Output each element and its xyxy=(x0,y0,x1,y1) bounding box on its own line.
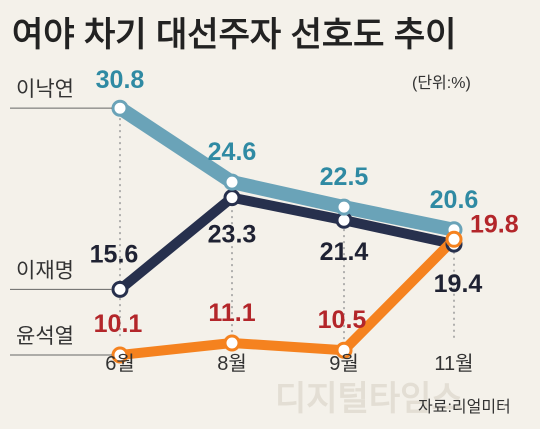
data-label: 22.5 xyxy=(320,163,369,191)
series-line-0 xyxy=(113,101,461,237)
data-label: 10.5 xyxy=(318,306,367,334)
x-tick-label: 11월 xyxy=(434,352,473,375)
data-label: 20.6 xyxy=(430,186,479,214)
data-point xyxy=(445,230,463,248)
data-label: 21.4 xyxy=(320,238,369,266)
series-line-1 xyxy=(115,192,459,295)
x-tick-label: 8월 xyxy=(217,352,247,375)
source-label: 자료:리얼미터 xyxy=(418,398,511,416)
watermark: 디지털타임스 xyxy=(275,380,463,418)
data-labels: 30.8 24.6 22.5 20.6 15.6 23.3 21.4 19.4 10.1 11.1… xyxy=(90,66,519,338)
series-name: 이재명 xyxy=(16,259,74,282)
data-point xyxy=(111,99,129,117)
x-axis-ticks: 6월 8월 9월 11월 xyxy=(105,352,473,375)
data-label: 30.8 xyxy=(96,66,145,94)
series-name: 이낙연 xyxy=(16,78,74,101)
data-label: 24.6 xyxy=(208,138,257,166)
data-point xyxy=(111,280,129,298)
data-point xyxy=(223,334,241,352)
data-label: 19.8 xyxy=(470,210,519,238)
data-label: 11.1 xyxy=(208,299,255,327)
data-label: 15.6 xyxy=(90,240,139,268)
data-label: 23.3 xyxy=(208,221,257,249)
data-label: 10.1 xyxy=(94,310,143,338)
data-point xyxy=(223,189,241,207)
data-point xyxy=(223,173,241,191)
series-line-2 xyxy=(115,234,459,360)
x-tick-label: 6월 xyxy=(105,352,135,375)
unit-label: (단위:%) xyxy=(412,74,471,92)
data-label: 19.4 xyxy=(434,270,483,298)
data-point xyxy=(111,346,129,364)
chart-title: 여야 차기 대선주자 선호도 추이 xyxy=(12,16,456,54)
data-point xyxy=(335,198,353,216)
data-point xyxy=(335,341,353,359)
data-points xyxy=(111,99,463,364)
guide-lines xyxy=(119,118,455,340)
series-name: 윤석열 xyxy=(16,325,74,348)
x-tick-label: 9월 xyxy=(329,352,359,375)
series-lines xyxy=(113,101,461,360)
